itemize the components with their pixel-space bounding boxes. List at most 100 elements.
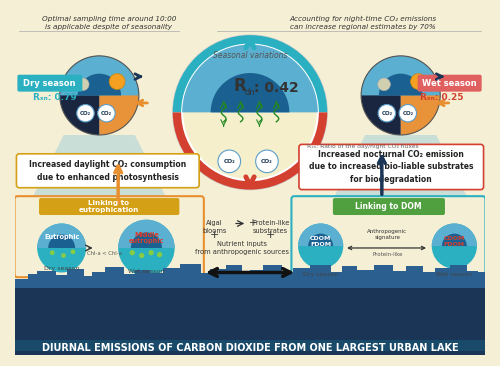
Bar bbox=[14, 288, 486, 355]
Bar bbox=[37, 270, 56, 288]
Text: Rₓₙ: Ratio of the day/night CO₂ fluxes: Rₓₙ: Ratio of the day/night CO₂ fluxes bbox=[306, 145, 418, 149]
Circle shape bbox=[148, 250, 154, 255]
Text: Nutrient inputs
from anthropogenic sources: Nutrient inputs from anthropogenic sourc… bbox=[196, 242, 290, 255]
Text: Wet season: Wet season bbox=[422, 79, 477, 88]
FancyBboxPatch shape bbox=[39, 198, 180, 215]
Bar bbox=[105, 267, 124, 288]
FancyBboxPatch shape bbox=[299, 145, 484, 190]
Wedge shape bbox=[60, 56, 139, 96]
Text: CDOM
FDOM: CDOM FDOM bbox=[310, 236, 332, 247]
Bar bbox=[294, 268, 310, 288]
Bar bbox=[342, 266, 357, 288]
Wedge shape bbox=[432, 224, 477, 246]
Bar bbox=[28, 274, 37, 288]
FancyBboxPatch shape bbox=[418, 75, 482, 92]
Circle shape bbox=[37, 224, 86, 272]
Circle shape bbox=[130, 250, 135, 255]
Text: Algal
blooms: Algal blooms bbox=[202, 220, 226, 234]
Text: CO₂: CO₂ bbox=[382, 111, 392, 116]
Text: : 0.42: : 0.42 bbox=[254, 81, 298, 95]
Bar bbox=[84, 276, 92, 288]
Bar bbox=[56, 275, 68, 288]
Text: Wet season: Wet season bbox=[128, 269, 164, 274]
Circle shape bbox=[118, 220, 174, 276]
Bar bbox=[226, 265, 242, 288]
Bar bbox=[68, 269, 84, 288]
Text: dn: dn bbox=[244, 88, 255, 97]
Text: Middle: Middle bbox=[134, 232, 159, 238]
Circle shape bbox=[109, 74, 125, 89]
Bar bbox=[310, 265, 331, 288]
Text: CO₂: CO₂ bbox=[224, 159, 235, 164]
FancyBboxPatch shape bbox=[16, 154, 199, 188]
Text: eutrophic: eutrophic bbox=[128, 238, 164, 244]
Text: Accounting for night-time CO₂ emissions
can increase regional estimates by 70%: Accounting for night-time CO₂ emissions … bbox=[290, 16, 436, 30]
Bar bbox=[150, 273, 164, 288]
Text: Protein-like
substrates: Protein-like substrates bbox=[252, 220, 290, 234]
Text: +: + bbox=[248, 218, 256, 228]
Text: Eutrophic: Eutrophic bbox=[44, 234, 80, 240]
Wedge shape bbox=[131, 232, 162, 248]
Text: Wet season: Wet season bbox=[436, 272, 472, 277]
Bar bbox=[282, 272, 294, 288]
Text: Protein-like: Protein-like bbox=[372, 252, 402, 257]
Circle shape bbox=[173, 35, 327, 190]
Wedge shape bbox=[361, 56, 440, 96]
Bar bbox=[263, 265, 282, 288]
Bar bbox=[242, 274, 250, 288]
Bar bbox=[164, 268, 180, 288]
Text: Increased nocturnal CO₂ emission
due to increased bio-liable substrates
for biod: Increased nocturnal CO₂ emission due to … bbox=[309, 150, 474, 184]
Wedge shape bbox=[182, 45, 318, 112]
Circle shape bbox=[98, 105, 115, 122]
Text: Anthropogenic
signature: Anthropogenic signature bbox=[368, 229, 408, 240]
Circle shape bbox=[76, 78, 89, 91]
Bar bbox=[201, 273, 210, 288]
Circle shape bbox=[378, 105, 396, 122]
Circle shape bbox=[70, 249, 76, 254]
Circle shape bbox=[298, 224, 343, 269]
Polygon shape bbox=[28, 135, 171, 206]
Bar bbox=[210, 269, 226, 288]
Text: Dry season: Dry season bbox=[23, 79, 76, 88]
Text: Linking to DOM: Linking to DOM bbox=[355, 202, 422, 211]
Circle shape bbox=[399, 105, 416, 122]
Circle shape bbox=[77, 105, 94, 122]
Circle shape bbox=[182, 45, 318, 180]
Bar bbox=[124, 274, 135, 288]
Text: Seasonal variations: Seasonal variations bbox=[213, 51, 287, 60]
Circle shape bbox=[50, 250, 54, 255]
Bar bbox=[478, 272, 486, 288]
FancyBboxPatch shape bbox=[14, 196, 204, 277]
Bar bbox=[135, 270, 150, 288]
Circle shape bbox=[378, 78, 390, 91]
Bar bbox=[406, 266, 424, 288]
Wedge shape bbox=[400, 56, 440, 135]
Text: Dry season: Dry season bbox=[303, 272, 338, 277]
Text: R: R bbox=[233, 77, 246, 95]
Wedge shape bbox=[100, 56, 139, 135]
Wedge shape bbox=[298, 224, 343, 246]
Text: Linking to
eutrophication: Linking to eutrophication bbox=[78, 200, 139, 213]
Bar bbox=[14, 340, 486, 351]
Wedge shape bbox=[118, 220, 174, 248]
Polygon shape bbox=[330, 135, 472, 206]
Bar bbox=[92, 272, 105, 288]
Wedge shape bbox=[48, 235, 75, 248]
FancyBboxPatch shape bbox=[18, 75, 82, 92]
Text: Rₓₙ: 0.25: Rₓₙ: 0.25 bbox=[420, 93, 463, 102]
Text: Chl-a < Chl-a: Chl-a < Chl-a bbox=[86, 251, 122, 256]
FancyBboxPatch shape bbox=[333, 198, 445, 215]
Wedge shape bbox=[308, 234, 333, 246]
Bar bbox=[358, 270, 374, 288]
FancyBboxPatch shape bbox=[292, 196, 486, 277]
Bar bbox=[374, 265, 393, 288]
Wedge shape bbox=[361, 56, 401, 135]
Text: Dry season: Dry season bbox=[44, 266, 80, 271]
Bar bbox=[466, 270, 478, 288]
Text: DIURNAL EMISSIONS OF CARBON DIOXIDE FROM ONE LARGEST URBAN LAKE: DIURNAL EMISSIONS OF CARBON DIOXIDE FROM… bbox=[42, 343, 459, 353]
Text: CO₂: CO₂ bbox=[101, 111, 112, 116]
Text: Optimal sampling time around 10:00
is applicable despite of seasonality: Optimal sampling time around 10:00 is ap… bbox=[42, 16, 176, 30]
Bar bbox=[14, 279, 28, 288]
Text: +: + bbox=[266, 230, 276, 240]
Text: Increased daylight CO₂ consumption
due to enhanced photosynthesis: Increased daylight CO₂ consumption due t… bbox=[29, 160, 186, 182]
